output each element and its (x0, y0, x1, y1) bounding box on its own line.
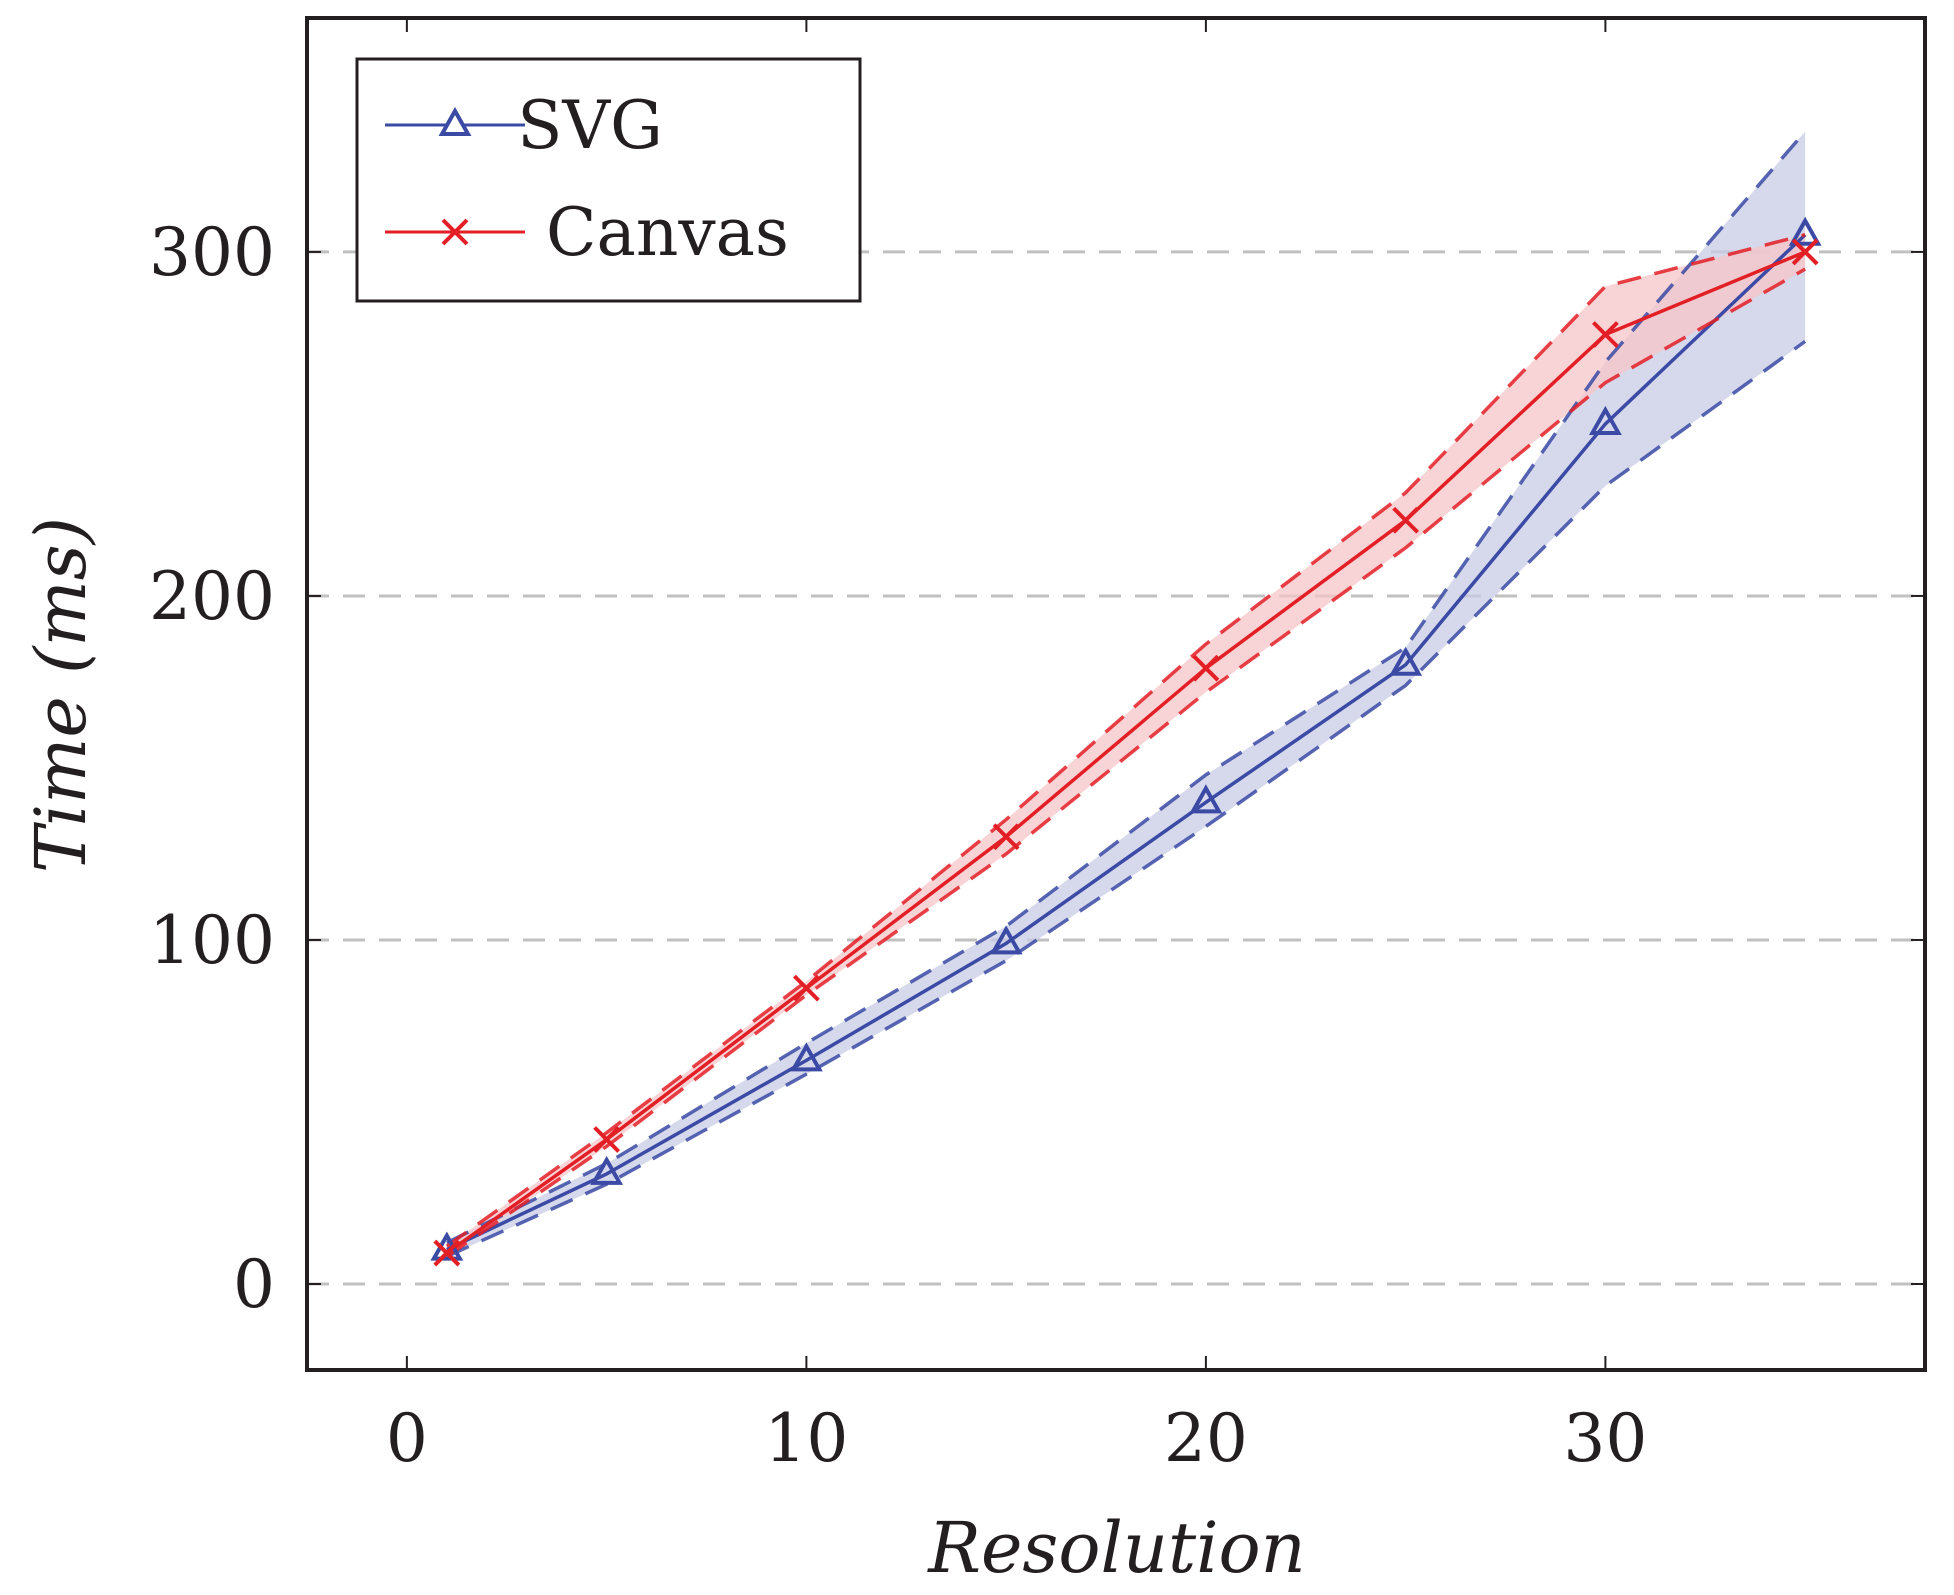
series-line-svg (446, 233, 1807, 1252)
band-canvas (446, 234, 1806, 1257)
line-layer (445, 130, 1807, 1259)
data-point-canvas (593, 1126, 621, 1153)
tick-layer: 0 100 200 300 0 10 20 30 (149, 18, 1925, 1477)
x-tick-label: 30 (1563, 1400, 1647, 1477)
data-point-canvas (792, 974, 820, 1002)
lower-bound-svg (446, 339, 1807, 1259)
data-point-canvas (433, 1239, 461, 1267)
y-axis-label: Time (ms) (20, 517, 102, 873)
data-point-svg (1588, 405, 1622, 435)
data-point-svg (989, 925, 1023, 955)
data-point-svg (1189, 784, 1223, 814)
series-line-canvas (445, 250, 1806, 1255)
data-point-svg (1389, 646, 1423, 676)
plot-frame (305, 16, 1927, 1372)
y-tick-label: 100 (149, 902, 275, 979)
data-point-svg (590, 1155, 624, 1185)
data-point-canvas (1192, 654, 1220, 682)
y-tick-label: 300 (149, 214, 275, 291)
data-point-canvas (1392, 506, 1420, 534)
x-tick-label: 20 (1164, 1400, 1248, 1477)
x-axis-label: Resolution (926, 1507, 1305, 1589)
lower-bound-canvas (445, 267, 1807, 1258)
x-tick-label: 10 (764, 1400, 848, 1477)
legend-label-canvas: Canvas (546, 194, 789, 271)
legend-marker-svg (438, 106, 472, 136)
legend-marker-canvas (441, 218, 469, 246)
data-point-svg (1788, 216, 1822, 246)
band-layer (446, 131, 1806, 1257)
legend-box (355, 57, 862, 303)
legend-label-svg: SVG (517, 87, 663, 164)
x-tick-label: 0 (386, 1400, 428, 1477)
data-point-canvas (1591, 321, 1619, 348)
y-tick-label: 0 (233, 1246, 275, 1323)
y-tick-label: 200 (149, 558, 275, 635)
data-point-canvas (992, 823, 1020, 851)
data-point-svg (789, 1042, 823, 1072)
data-point-canvas (1791, 238, 1819, 266)
upper-bound-canvas (445, 233, 1806, 1248)
legend: SVG Canvas (355, 57, 862, 303)
marker-layer (430, 216, 1822, 1267)
